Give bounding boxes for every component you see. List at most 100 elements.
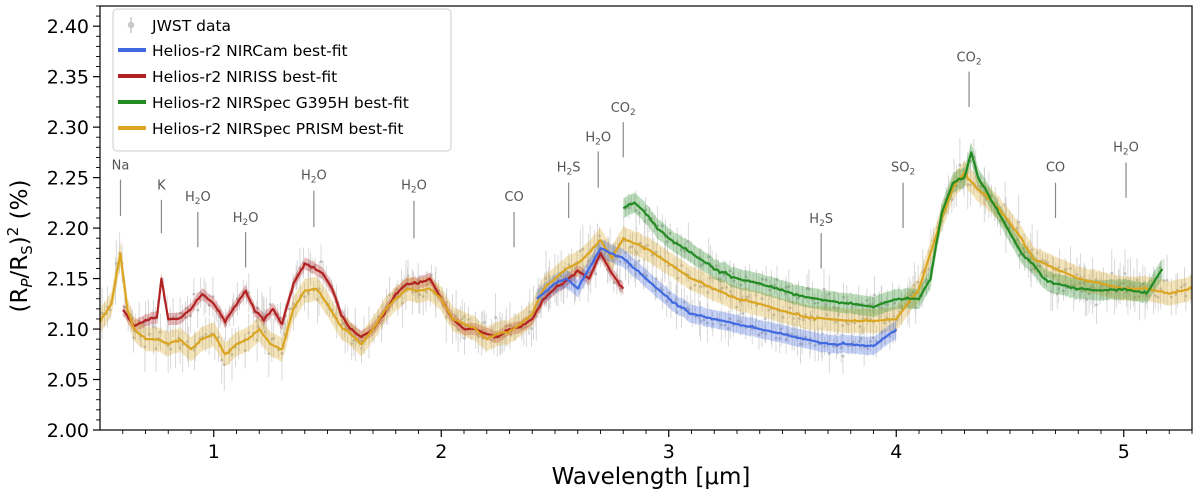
data-point	[257, 325, 260, 329]
data-point	[207, 303, 211, 307]
data-point	[192, 292, 196, 296]
y-tick-label: 2.00	[47, 420, 89, 442]
data-point	[1061, 289, 1065, 293]
data-point	[832, 344, 835, 348]
data-point	[706, 290, 710, 294]
data-point	[950, 198, 954, 201]
data-point	[1015, 238, 1019, 242]
data-point	[679, 248, 683, 252]
data-point	[380, 322, 383, 325]
data-point	[984, 198, 987, 201]
data-point	[689, 286, 693, 290]
data-point	[460, 317, 464, 321]
data-point	[807, 287, 811, 291]
data-point	[1078, 281, 1082, 285]
data-point	[530, 326, 533, 330]
model-uncertainty-bands	[100, 142, 1192, 367]
data-point	[114, 262, 118, 266]
data-point	[220, 358, 224, 362]
data-point	[772, 313, 776, 317]
data-point	[723, 323, 727, 327]
data-point	[1106, 291, 1110, 294]
data-point	[728, 269, 732, 273]
data-point	[639, 242, 643, 245]
annotation-label: CO	[1046, 161, 1065, 176]
data-point	[841, 354, 845, 358]
data-point	[705, 321, 709, 325]
data-point	[1138, 284, 1142, 288]
data-point	[774, 336, 778, 340]
data-point	[1153, 294, 1157, 297]
data-point	[108, 308, 112, 312]
data-point	[858, 325, 862, 328]
data-point	[180, 312, 184, 315]
data-point	[618, 260, 622, 264]
data-point	[307, 292, 310, 296]
data-point	[534, 315, 538, 318]
data-point	[966, 183, 970, 187]
data-point	[1184, 294, 1188, 298]
data-point	[255, 338, 259, 342]
data-point	[735, 305, 739, 309]
data-point	[178, 311, 182, 315]
x-tick-label: 5	[1118, 441, 1130, 463]
data-point	[683, 249, 686, 253]
data-point	[581, 247, 585, 251]
data-point	[720, 286, 724, 290]
legend-label-niriss: Helios-r2 NIRISS best-fit	[152, 68, 337, 86]
data-point	[1162, 279, 1166, 283]
annotation-label: K	[157, 179, 166, 194]
y-tick-label: 2.35	[47, 67, 89, 89]
data-point	[787, 285, 791, 289]
data-point	[100, 311, 104, 315]
data-point	[739, 283, 743, 287]
data-point	[998, 219, 1002, 223]
data-point	[916, 280, 920, 284]
data-point	[256, 306, 259, 310]
data-point	[1087, 292, 1091, 296]
annotation-label: CO2	[611, 101, 636, 118]
data-point	[760, 331, 764, 335]
data-point	[1069, 267, 1072, 270]
data-point	[462, 314, 466, 318]
data-point	[788, 306, 792, 310]
data-point	[866, 347, 869, 351]
data-point	[410, 290, 414, 294]
data-point	[424, 290, 428, 294]
data-point	[660, 224, 664, 228]
data-point	[675, 310, 678, 314]
legend-entry-jwst-data: JWST data	[127, 17, 231, 35]
data-point	[557, 277, 560, 281]
data-point	[667, 291, 671, 295]
band-helios-r2-niriss-best-fit	[122, 247, 624, 344]
data-point	[401, 301, 405, 305]
data-point	[699, 319, 702, 323]
data-point	[316, 298, 319, 301]
x-tick-label: 3	[663, 441, 675, 463]
data-point	[303, 295, 306, 299]
data-point	[654, 277, 658, 281]
data-point	[824, 303, 828, 307]
data-point	[570, 277, 573, 281]
data-point	[147, 332, 151, 336]
annotation-label: H2O	[185, 190, 211, 207]
data-point	[859, 337, 863, 341]
data-point	[1073, 283, 1077, 287]
data-point	[1110, 271, 1114, 275]
data-point	[143, 345, 147, 349]
data-point	[693, 283, 697, 287]
data-point	[645, 274, 649, 277]
legend-entry-niriss: Helios-r2 NIRISS best-fit	[118, 68, 337, 86]
data-point	[823, 344, 827, 348]
data-point	[676, 276, 680, 280]
data-point	[247, 291, 251, 295]
data-point	[1141, 282, 1145, 286]
data-point	[627, 206, 631, 210]
data-point	[567, 263, 571, 267]
data-point	[263, 330, 267, 334]
data-point	[718, 277, 722, 281]
data-point	[196, 308, 200, 312]
data-point	[548, 294, 552, 298]
